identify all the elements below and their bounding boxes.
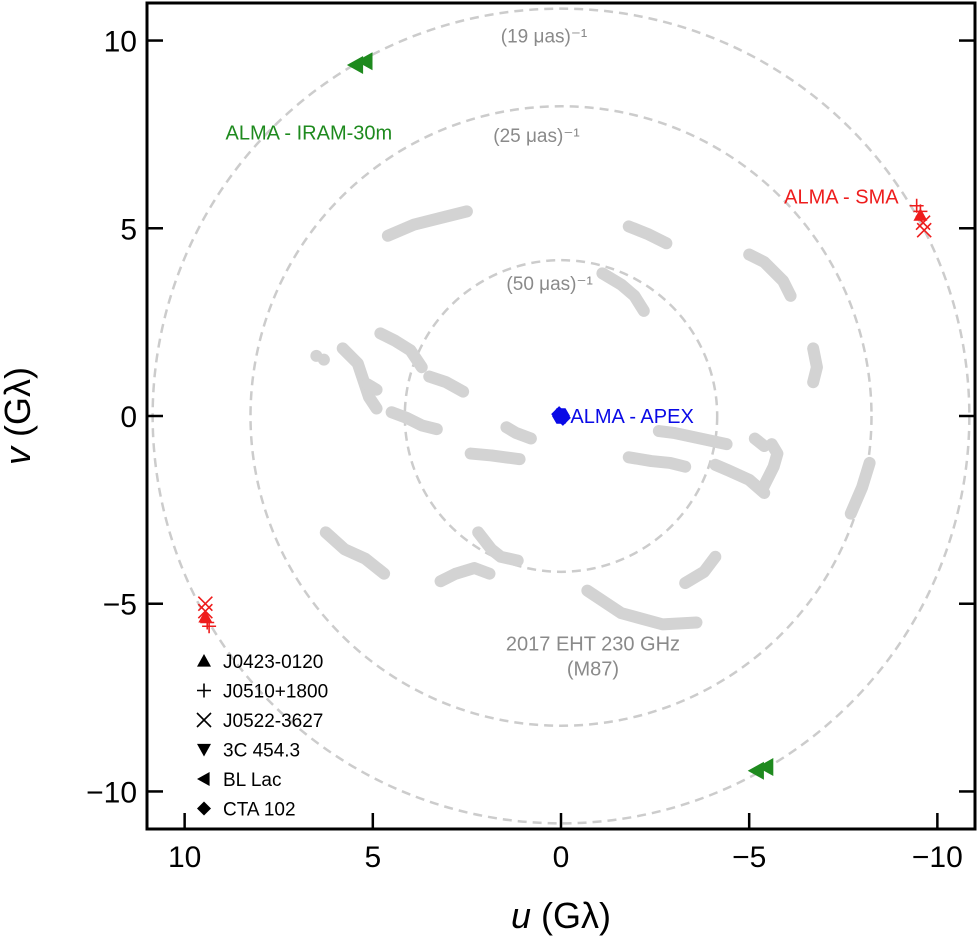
data-point: [552, 408, 570, 424]
legend-marker: [197, 772, 210, 786]
legend-label: J0522-3627: [223, 711, 323, 732]
eht-uv-tracks: [310, 205, 876, 631]
annotations: (50 μas)⁻¹ (25 μas)⁻¹ (19 μas)⁻¹ ALMA - SMA…: [225, 26, 899, 680]
eht-track: [622, 220, 673, 250]
y-tick-label: −10: [86, 776, 137, 809]
y-tick-label: −5: [103, 589, 137, 622]
eht-track: [652, 425, 733, 451]
baseline-pair-label: ALMA - APEX: [570, 406, 693, 428]
eht-track: [500, 421, 537, 445]
legend-marker: [197, 683, 211, 698]
baseline-pair-label: ALMA - SMA: [784, 186, 899, 208]
eht-track: [596, 267, 650, 317]
eht-track: [434, 562, 496, 588]
ring-label: (25 μas)⁻¹: [493, 126, 579, 147]
eht-track: [756, 438, 784, 496]
resolution-ring: [403, 258, 719, 574]
legend-label: J0423-0120: [223, 652, 323, 673]
eht-track: [464, 447, 526, 466]
x-tick-label: −10: [912, 841, 963, 874]
legend-marker: [197, 801, 211, 816]
eht-label: 2017 EHT 230 GHz: [506, 634, 680, 656]
eht-track: [807, 342, 823, 389]
eht-track: [472, 526, 524, 567]
eht-track: [844, 456, 876, 520]
y-axis-title: v (Gλ): [0, 367, 38, 465]
legend-marker: [196, 712, 212, 728]
eht-track: [361, 378, 383, 396]
eht-track: [336, 342, 383, 415]
data-point: [202, 619, 217, 634]
eht-track: [374, 327, 428, 374]
data-point: [757, 758, 774, 777]
ring-label: (50 μas)⁻¹: [506, 274, 592, 295]
axes: 10 5 0 −5 −10 10 5 0 −5 −10 u (Gλ) v (Gλ): [0, 26, 975, 936]
x-tick-label: 0: [553, 841, 570, 874]
eht-track: [310, 349, 323, 362]
legend: J0423-0120 J0510+1800 J0522-3627 3C 454.3 BL…: [196, 652, 328, 821]
eht-track: [748, 432, 771, 453]
x-axis-title: u (Gλ): [511, 895, 611, 936]
eht-track: [423, 370, 470, 398]
data-point: [909, 198, 924, 213]
data-point: [197, 596, 213, 612]
legend-label: J0510+1800: [223, 682, 328, 703]
x-tick-label: 5: [364, 841, 381, 874]
legend-label: CTA 102: [223, 800, 296, 821]
data-point: [916, 222, 932, 238]
eht-label-source: (M87): [567, 659, 619, 681]
ring-label: (19 μas)⁻¹: [501, 26, 587, 47]
eht-track: [581, 584, 703, 631]
baseline-pair-label: ALMA - IRAM-30m: [225, 123, 392, 145]
legend-marker: [197, 743, 211, 757]
y-tick-label: 5: [120, 213, 137, 246]
x-tick-label: −5: [732, 841, 766, 874]
eht-track: [679, 550, 722, 590]
eht-track: [743, 248, 797, 302]
y-tick-label: 10: [104, 26, 137, 59]
data-point: [913, 208, 928, 221]
y-tick-label: 0: [120, 401, 137, 434]
x-tick-label: 10: [168, 841, 201, 874]
data-point: [200, 615, 215, 630]
legend-label: 3C 454.3: [223, 741, 300, 762]
eht-track: [319, 526, 391, 580]
legend-label: BL Lac: [223, 770, 281, 791]
eht-track: [381, 205, 473, 242]
eht-track: [622, 451, 692, 473]
resolution-ring: [249, 105, 873, 727]
data-point: [346, 55, 364, 74]
data-points: [197, 52, 932, 780]
legend-marker: [197, 654, 211, 667]
eht-track: [385, 406, 443, 436]
eht-track: [709, 458, 771, 499]
data-point: [356, 52, 373, 71]
